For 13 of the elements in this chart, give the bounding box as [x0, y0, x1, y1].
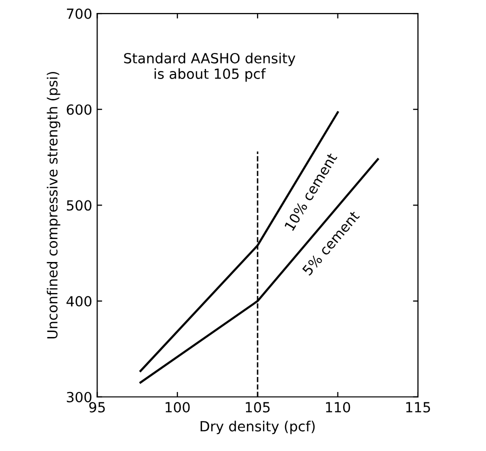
y-tick-label: 300: [66, 392, 92, 402]
x-axis-title: Dry density (pcf): [200, 420, 315, 434]
x-tick-label: 95: [89, 402, 105, 412]
x-tick-label: 110: [326, 402, 350, 412]
y-axis-title: Unconfined compressive strength (psi): [46, 72, 60, 338]
y-tick-label: 400: [66, 296, 92, 307]
y-tick-label: 700: [66, 8, 92, 20]
annotation: Standard AASHO density is about 105 pcf: [124, 52, 296, 82]
y-tick-label: 500: [66, 200, 92, 211]
x-tick-label: 115: [406, 402, 430, 412]
x-tick-label: 100: [166, 402, 190, 412]
y-tick-label: 600: [66, 104, 92, 115]
x-tick-label: 105: [246, 402, 270, 412]
